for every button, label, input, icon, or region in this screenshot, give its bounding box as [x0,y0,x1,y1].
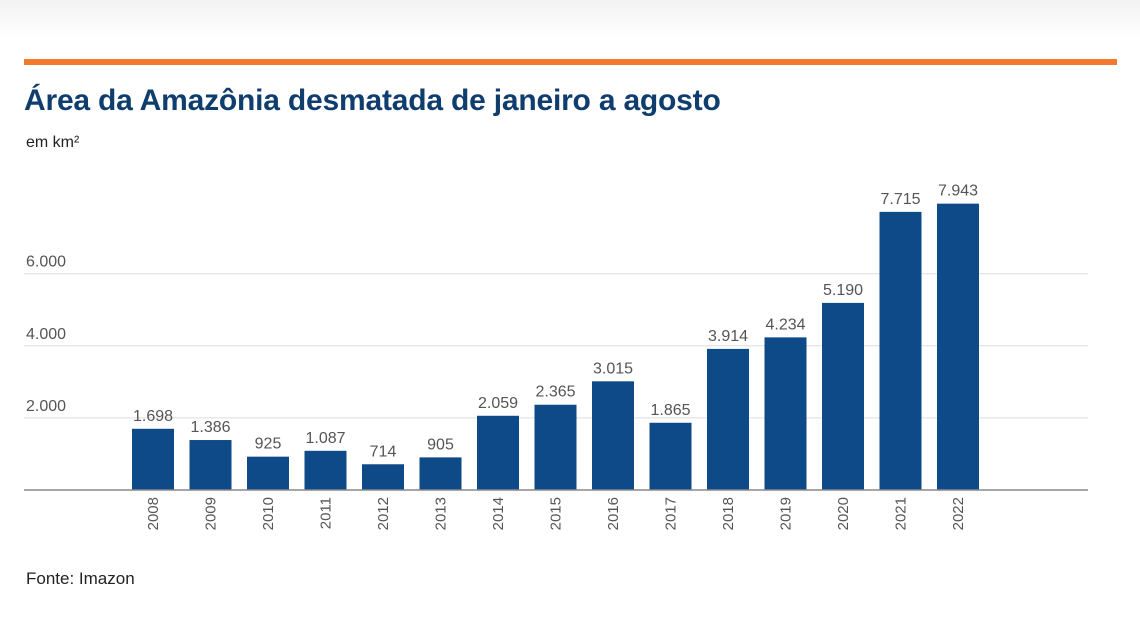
bar-2008 [132,428,174,490]
bar-2014 [477,415,519,490]
x-tick-label-2010: 2010 [260,497,277,530]
bar-2015 [534,404,577,490]
x-tick-label-2015: 2015 [548,497,565,530]
chart-title: Área da Amazônia desmatada de janeiro a … [24,84,721,117]
bar-2016 [592,381,634,490]
bar-2012 [362,464,404,490]
accent-bar [24,59,1117,65]
x-tick-label-2020: 2020 [835,497,852,530]
data-label-2020: 5.190 [823,282,863,299]
x-tick-label-2013: 2013 [433,497,450,530]
x-tick-label-2022: 2022 [950,497,967,530]
x-tick-label-2008: 2008 [145,497,162,530]
data-label-2014: 2.059 [478,395,518,412]
y-tick-label: 2.000 [26,398,66,415]
top-strip [0,0,1140,38]
bar-2020 [822,302,864,490]
data-label-2019: 4.234 [765,316,805,333]
bar-2022 [937,203,979,490]
x-tick-label-2019: 2019 [778,497,795,530]
data-label-2012: 714 [370,443,397,460]
bar-2010 [247,456,289,490]
bar-2009 [189,440,232,490]
x-tick-label-2017: 2017 [663,497,680,530]
data-label-2022: 7.943 [938,183,978,200]
bar-2011 [304,450,347,490]
x-tick-label-2016: 2016 [605,497,622,530]
data-label-2018: 3.914 [708,328,748,345]
source-note: Fonte: Imazon [26,569,135,588]
data-label-2010: 925 [255,436,282,453]
x-tick-labels: 2008 2009 2010 2011 2012 2013 2014 2015 2016 2017… [145,497,967,530]
x-tick-label-2021: 2021 [893,497,910,530]
data-label-2021: 7.715 [880,191,920,208]
data-label-2017: 1.865 [650,402,690,419]
x-tick-label-2011: 2011 [318,497,335,529]
data-label-2008: 1.698 [133,408,173,425]
data-labels: 1.698 1.386 925 1.087 714 905 2.059 2.365 3.015 1… [133,183,978,461]
x-tick-label-2018: 2018 [720,497,737,530]
x-tick-label-2009: 2009 [203,497,220,530]
bar-2013 [419,457,462,490]
bar-2017 [649,422,692,490]
data-label-2013: 905 [427,436,454,453]
data-label-2015: 2.365 [535,384,575,401]
bar-2019 [764,337,807,490]
data-label-2009: 1.386 [190,419,230,436]
data-label-2011: 1.087 [305,430,345,447]
x-tick-label-2014: 2014 [490,497,507,530]
data-label-2016: 3.015 [593,360,633,377]
chart-subtitle: em km² [26,134,80,151]
bar-2018 [707,348,749,490]
bars [132,203,979,490]
bar-2021 [879,211,922,490]
y-tick-label: 4.000 [26,326,66,343]
x-tick-label-2012: 2012 [375,497,392,530]
y-tick-label: 6.000 [26,254,66,271]
